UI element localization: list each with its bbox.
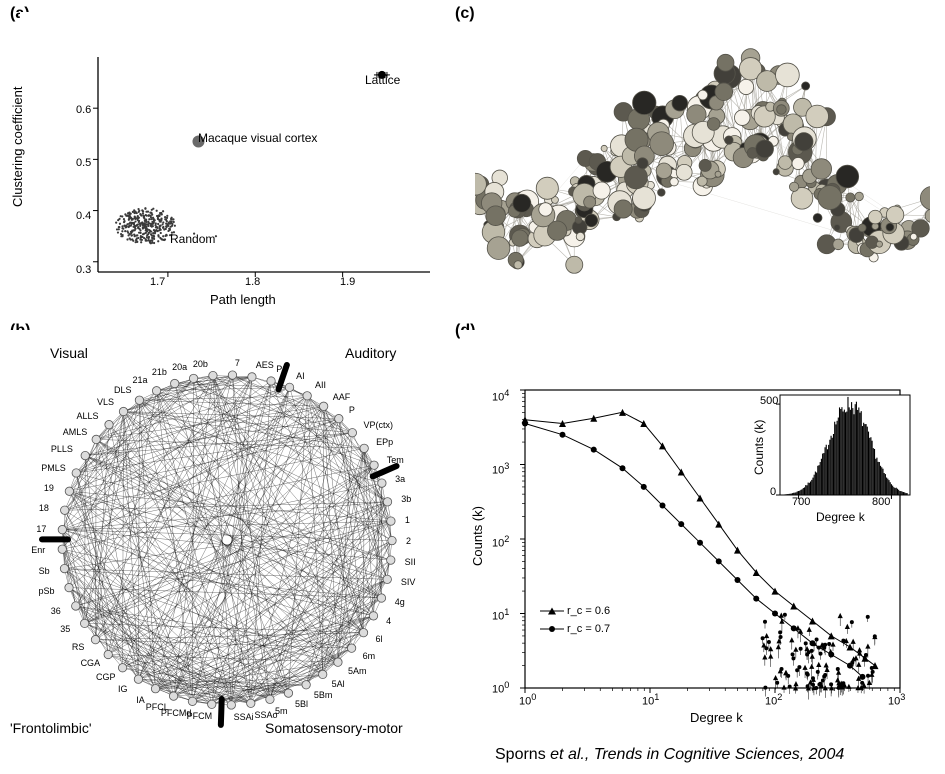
panel-b-node-label: 5Am — [348, 666, 367, 676]
panel-a: Path length Clustering coefficient 0.6 0… — [20, 12, 440, 312]
panel-b-node-label: 5Al — [332, 679, 345, 689]
panel-b-node-label: VLS — [97, 397, 114, 407]
panel-b-node-label: PFCL — [146, 702, 169, 712]
panel-d-legend-rc06: r_c = 0.6 — [567, 605, 610, 617]
panel-b-node-label: 18 — [39, 503, 49, 513]
panel-b: Visual Auditory Somatosensory-motor 'Fro… — [5, 330, 445, 745]
citation: Sporns et al., Trends in Cognitive Scien… — [495, 746, 844, 764]
panel-b-node-label: 17 — [36, 524, 46, 534]
panel-b-node-label: 20b — [193, 359, 208, 369]
panel-b-node-label: AII — [315, 380, 326, 390]
panel-b-node-label: 20a — [172, 362, 187, 372]
panel-b-region-somato: Somatosensory-motor — [265, 720, 403, 736]
panel-b-node-label: EPp — [376, 437, 393, 447]
panel-a-ylabel: Clustering coefficient — [10, 87, 25, 207]
panel-c-svg — [475, 15, 930, 315]
panel-b-node-label: 19 — [44, 483, 54, 493]
panel-d-inset-xlabel: Degree k — [816, 510, 865, 524]
panel-a-point-label-lattice: Lattice — [365, 73, 400, 87]
panel-b-node-label: 5Bl — [295, 699, 308, 709]
panel-b-node-label: 1 — [405, 515, 410, 525]
figure-root: (a) Path length Clustering coefficient 0… — [0, 0, 945, 774]
panel-b-region-visual: Visual — [50, 345, 88, 361]
panel-b-node-label: SSAo — [255, 710, 278, 720]
panel-b-svg — [5, 330, 445, 745]
panel-b-node-label: ALLS — [76, 411, 98, 421]
panel-d-inset-ylabel: Counts (k) — [752, 420, 766, 475]
panel-d-inset-ytick: 0 — [770, 486, 776, 498]
panel-b-node-label: 2 — [406, 536, 411, 546]
panel-b-node-label: IG — [118, 684, 128, 694]
panel-a-xlabel: Path length — [210, 292, 276, 307]
panel-b-node-label: 21b — [152, 367, 167, 377]
panel-b-node-label: SSAi — [234, 712, 254, 722]
panel-b-node-label: 6m — [363, 651, 376, 661]
panel-b-node-label: 35 — [60, 624, 70, 634]
panel-a-random-label: Random — [170, 232, 215, 246]
citation-author: Sporns — [495, 746, 546, 763]
panel-b-node-label: 36 — [51, 606, 61, 616]
panel-b-node-label: VP(ctx) — [363, 420, 393, 430]
panel-a-ytick: 0.4 — [76, 210, 91, 222]
panel-b-node-label: RS — [72, 642, 85, 652]
panel-a-xtick: 1.7 — [150, 276, 165, 288]
panel-d-ylabel: Counts (k) — [470, 506, 485, 566]
panel-b-region-auditory: Auditory — [345, 345, 396, 361]
panel-b-region-fronto: 'Frontolimbic' — [10, 720, 92, 736]
panel-d-inset-ytick: 500 — [760, 395, 778, 407]
panel-b-node-label: CGP — [96, 672, 116, 682]
panel-a-point-label-macaque: Macaque visual cortex — [198, 131, 317, 145]
panel-b-node-label: AAF — [333, 392, 351, 402]
panel-b-node-label: Enr — [31, 545, 45, 555]
panel-b-node-label: AI — [296, 371, 305, 381]
panel-b-node-label: PLLS — [51, 444, 73, 454]
panel-b-node-label: SIV — [401, 577, 416, 587]
panel-b-node-label: DLS — [114, 385, 132, 395]
panel-b-node-label: 6l — [375, 634, 382, 644]
panel-b-node-label: 4g — [395, 597, 405, 607]
panel-b-node-label: 3a — [395, 474, 405, 484]
panel-b-node-label: pSb — [39, 586, 55, 596]
panel-b-node-label: 7 — [235, 358, 240, 368]
panel-b-node-label: PMLS — [41, 463, 66, 473]
panel-b-node-label: 3b — [401, 494, 411, 504]
panel-c-label: (c) — [455, 5, 475, 23]
panel-a-xtick: 1.8 — [245, 276, 260, 288]
panel-b-node-label: AMLS — [63, 427, 88, 437]
panel-d-svg — [460, 330, 935, 725]
panel-d: Degree k Counts (k) 100 101 102 103 100 … — [460, 330, 935, 725]
panel-d-legend-rc07: r_c = 0.7 — [567, 623, 610, 635]
panel-b-node-label: CGA — [81, 658, 101, 668]
panel-d-xlabel: Degree k — [690, 710, 743, 725]
panel-b-node-label: SII — [405, 557, 416, 567]
panel-b-node-label: IA — [136, 695, 145, 705]
panel-b-node-label: Sb — [39, 566, 50, 576]
panel-b-node-label: 4 — [386, 616, 391, 626]
panel-d-inset-xtick: 700 — [792, 496, 810, 508]
panel-a-xtick: 1.9 — [340, 276, 355, 288]
citation-rest: et al., Trends in Cognitive Sciences, 20… — [546, 746, 845, 763]
panel-d-inset-xtick: 800 — [872, 496, 890, 508]
panel-b-node-label: 21a — [132, 375, 147, 385]
panel-b-node-label: AES — [256, 360, 274, 370]
panel-a-ytick: 0.3 — [76, 264, 91, 276]
panel-a-ytick: 0.6 — [76, 104, 91, 116]
panel-b-node-label: Tem — [387, 455, 404, 465]
panel-b-node-label: P — [349, 405, 355, 415]
panel-b-node-label: 5Bm — [314, 690, 333, 700]
panel-b-node-label: PS — [276, 364, 288, 374]
panel-a-ytick: 0.5 — [76, 157, 91, 169]
panel-c — [475, 15, 930, 315]
